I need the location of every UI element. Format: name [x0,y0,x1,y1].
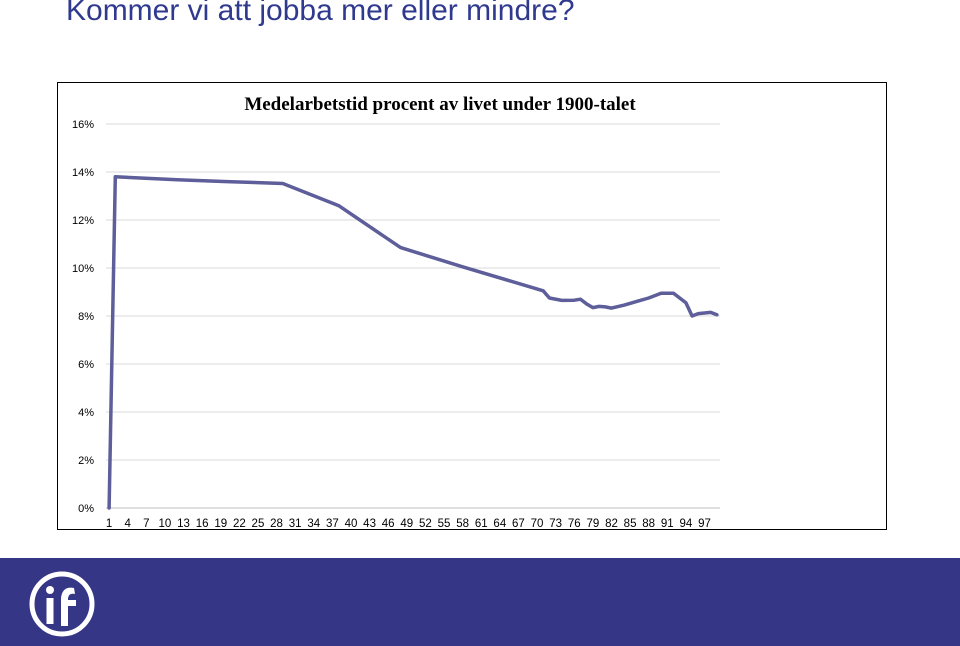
organization-logo-icon [29,571,95,637]
y-tick-label: 14% [72,167,94,179]
x-tick-label: 76 [568,518,581,530]
y-tick-label: 12% [72,215,94,227]
line-chart: Medelarbetstid procent av livet under 19… [72,94,720,530]
x-tick-label: 40 [345,518,358,530]
y-tick-label: 2% [78,455,94,467]
x-tick-label: 10 [159,518,172,530]
x-tick-label: 52 [419,518,432,530]
x-tick-label: 16 [196,518,209,530]
x-tick-label: 46 [382,518,395,530]
x-tick-label: 97 [698,518,711,530]
series-line [107,175,719,510]
x-tick-label: 4 [125,518,132,530]
y-tick-label: 0% [78,503,94,515]
x-tick-label: 43 [363,518,376,530]
x-tick-label: 1 [106,518,112,530]
chart-title: Medelarbetstid procent av livet under 19… [244,94,636,115]
x-tick-label: 91 [661,518,674,530]
slide-title: Kommer vi att jobba mer eller mindre? [66,0,575,27]
x-tick-label: 88 [642,518,655,530]
x-tick-label: 70 [531,518,544,530]
y-tick-label: 10% [72,263,94,275]
x-tick-label: 49 [400,518,413,530]
x-tick-label: 85 [624,518,637,530]
gridlines [106,123,720,461]
x-tick-label: 25 [252,518,265,530]
x-tick-label: 61 [475,518,488,530]
y-axis-tick-labels: 0% 2% 4% 6% 8% 10% 12% 14% 16% [72,119,94,515]
x-tick-label: 7 [143,518,149,530]
x-tick-label: 79 [586,518,599,530]
x-tick-label: 94 [679,518,692,530]
x-tick-label: 19 [214,518,227,530]
x-tick-label: 73 [549,518,562,530]
x-tick-label: 22 [233,518,246,530]
x-tick-label: 58 [456,518,469,530]
y-tick-label: 6% [78,359,94,371]
y-tick-label: 16% [72,119,94,131]
x-tick-label: 37 [326,518,339,530]
x-tick-label: 28 [270,518,283,530]
x-tick-label: 82 [605,518,618,530]
x-tick-label: 31 [289,518,302,530]
x-tick-label: 67 [512,518,525,530]
x-tick-label: 64 [493,518,506,530]
footer-bar [0,558,960,646]
chart-frame: Medelarbetstid procent av livet under 19… [57,82,887,530]
y-tick-label: 4% [78,407,94,419]
x-axis-tick-labels: 1 4 7 10 13 16 19 22 25 28 31 34 37 40 43 46 49 52 55 58 61 6… [106,518,711,530]
series-group [107,175,719,510]
x-tick-label: 13 [177,518,190,530]
x-tick-label: 55 [438,518,451,530]
y-tick-label: 8% [78,311,94,323]
x-tick-label: 34 [307,518,320,530]
